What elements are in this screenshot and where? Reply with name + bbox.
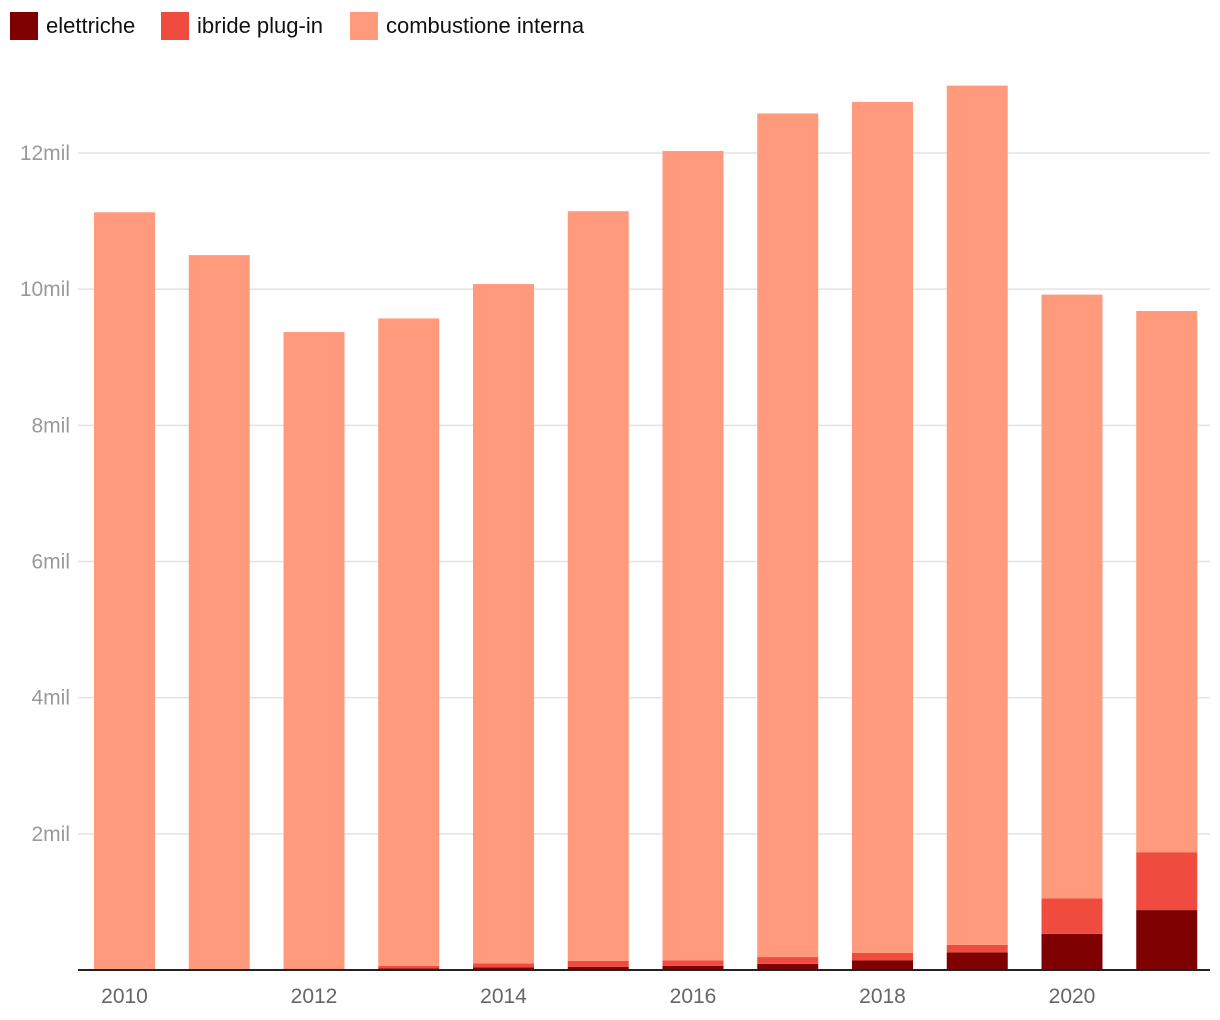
bar-segment-2-2020 [1041,294,1103,899]
bar-segment-0-2021 [1136,910,1198,970]
bar-segment-1-2016 [662,960,724,966]
bar-segment-1-2020 [1041,898,1103,934]
y-tick-label: 6mil [31,551,70,574]
legend-swatch-0 [10,12,38,40]
y-tick-label: 4mil [31,687,70,710]
bar-segment-1-2017 [757,957,819,964]
x-tick-label: 2014 [480,985,527,1008]
bar-group-2020 [1041,294,1103,970]
bar-segment-2-2010 [94,212,155,971]
y-axis-ticks: 2mil 4mil 6mil 8mil 10mil 12mil [20,142,70,846]
bar-segment-0-2018 [852,960,913,970]
x-tick-label: 2016 [670,985,717,1008]
bar-group-2018 [852,101,913,970]
bar-segment-1-2012 [283,968,345,970]
y-tick-label: 8mil [31,414,70,437]
legend-swatch-1 [161,12,189,40]
bar-segment-2-2019 [946,85,1008,945]
bar-segment-0-2019 [946,952,1008,970]
bar-segment-2-2015 [567,211,629,961]
bar-group-2019 [946,85,1008,970]
y-tick-label: 12mil [20,142,70,165]
bar-group-2012 [283,332,345,970]
bar-segment-2-2018 [852,101,913,953]
x-tick-label: 2018 [859,985,906,1008]
bar-segment-2-2011 [188,255,250,970]
bars [94,85,1198,971]
bar-group-2016 [662,150,724,970]
bar-segment-1-2014 [473,963,534,968]
legend-label-2: combustione interna [386,13,585,38]
bar-segment-0-2016 [662,965,724,970]
bar-segment-1-2021 [1136,852,1198,911]
bar-group-2015 [567,211,629,970]
bar-segment-2-2016 [662,150,724,961]
bar-segment-1-2019 [946,944,1008,953]
bar-segment-1-2015 [567,960,629,967]
bar-segment-0-2020 [1041,933,1103,970]
legend: elettriche ibride plug-in combustione inte… [10,12,585,40]
x-tick-label: 2012 [291,985,338,1008]
legend-swatch-2 [350,12,378,40]
bar-segment-0-2017 [757,963,819,970]
bar-group-2011 [188,255,250,970]
bar-group-2021 [1136,310,1198,970]
bar-segment-1-2013 [378,965,440,969]
y-tick-label: 10mil [20,278,70,301]
x-axis-ticks: 2010 2012 2014 2016 2018 2020 [101,985,1095,1008]
bar-group-2017 [757,113,819,970]
bar-group-2013 [378,318,440,970]
legend-label-0: elettriche [46,13,135,38]
y-tick-label: 2mil [31,823,70,846]
bar-segment-2-2017 [757,113,819,958]
bar-group-2010 [94,212,155,971]
bar-segment-2-2014 [473,284,534,964]
bar-group-2014 [473,284,534,970]
bar-segment-2-2021 [1136,310,1198,853]
bar-segment-0-2014 [473,967,534,970]
bar-segment-0-2015 [567,966,629,970]
x-tick-label: 2020 [1049,985,1096,1008]
x-tick-label: 2010 [101,985,148,1008]
bar-segment-2-2013 [378,318,440,966]
legend-label-1: ibride plug-in [197,13,323,38]
bar-segment-2-2012 [283,332,345,969]
gridlines [78,152,1210,835]
bar-segment-1-2018 [852,952,913,961]
